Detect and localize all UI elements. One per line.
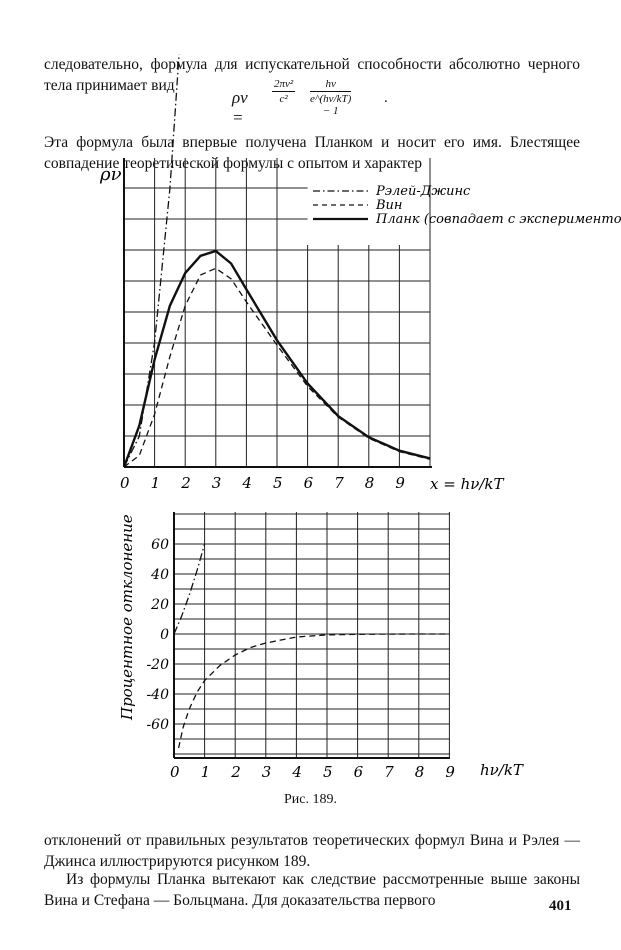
- chart2-ticks: 0 1 2 3 4 5 6 7 8 9 60 40 20 0 -20 -40 -60: [146, 537, 455, 781]
- legend-label-wien: Вин: [375, 198, 403, 213]
- chart1-x-tick-label: 7: [334, 474, 344, 492]
- chart2-y-label: Процентное отклонение: [118, 514, 136, 721]
- chart2-y-tick-label: -60: [146, 717, 169, 733]
- chart1-x-tick-label: 0: [120, 474, 130, 492]
- chart2-x-tick-label: 8: [415, 763, 425, 781]
- chart1-series-line-0: [123, 54, 180, 468]
- chart2-x-tick-label: 9: [445, 763, 455, 781]
- chart1-x-tick-label: 4: [241, 474, 252, 492]
- chart1-x-tick-label: 2: [180, 474, 191, 492]
- chart2-x-label: hν/kT: [480, 761, 524, 779]
- paragraph-deviations: отклонений от правильных результатов тео…: [44, 831, 580, 870]
- fraction-2-numerator: hν: [310, 78, 352, 92]
- chart2-x-tick-label: 7: [384, 763, 394, 781]
- chart2-y-tick-label: -20: [146, 657, 169, 673]
- chart1-x-tick-label: 5: [273, 474, 283, 492]
- chart2-x-tick-label: 6: [354, 763, 364, 781]
- formula-period: .: [384, 90, 388, 106]
- chart1-x-tick-label: 3: [212, 474, 222, 492]
- page-number: 401: [549, 898, 572, 914]
- fraction-1-numerator: 2πν²: [272, 78, 296, 92]
- chart1-x-tick-label: 9: [395, 474, 405, 492]
- chart1-x-tick-label: 6: [304, 474, 314, 492]
- chart2-x-tick-label: 0: [170, 763, 180, 781]
- figure-caption: Рис. 189.: [284, 792, 337, 807]
- chart-percent-deviation: 0 1 2 3 4 5 6 7 8 9 60 40 20 0 -20 -40 -60 Процентное от…: [118, 512, 524, 781]
- chart2-series-line-1: [177, 633, 450, 749]
- chart2-y-tick-label: 60: [151, 537, 169, 553]
- chart2-y-tick-label: 20: [150, 597, 169, 613]
- chart2-x-tick-label: 5: [323, 763, 333, 781]
- formula-lhs: ρν =: [232, 88, 248, 127]
- formula-fraction-2: hν e^(hν/kT) − 1: [310, 78, 352, 117]
- chart1-marks: [122, 54, 431, 468]
- chart1-series-line-2: [122, 249, 431, 468]
- chart2-grid: [173, 512, 450, 759]
- formula-fraction-1: 2πν² c²: [272, 78, 296, 105]
- chart2-y-tick-label: 0: [160, 627, 169, 643]
- chart2-y-tick-label: 40: [150, 567, 169, 583]
- chart1-x-label: x = hν/kT: [430, 475, 504, 493]
- chart2-x-tick-label: 4: [291, 763, 302, 781]
- chart2-x-tick-label: 1: [201, 763, 211, 781]
- fraction-1-denominator: c²: [279, 93, 288, 105]
- legend-label-planck: Планк (совпадает с экспериментом): [375, 212, 621, 227]
- chart-spectral-density: 0 1 2 3 4 5 6 7 8 9 ρν x = hν/kT Рэлей-Джинс Вин …: [99, 54, 621, 493]
- chart2-y-tick-label: -40: [146, 687, 169, 703]
- chart1-grid: [123, 158, 432, 468]
- legend-label-rayleigh: Рэлей-Джинс: [375, 184, 471, 199]
- chart1-ticks: 0 1 2 3 4 5 6 7 8 9: [120, 474, 405, 492]
- chart1-y-label: ρν: [99, 164, 122, 185]
- chart1-x-tick-label: 8: [365, 474, 375, 492]
- chart1-x-tick-label: 1: [151, 474, 161, 492]
- chart1-legend: Рэлей-Джинс Вин Планк (совпадает с экспе…: [313, 184, 621, 227]
- chart2-marks: [173, 543, 450, 749]
- fraction-2-denominator: e^(hν/kT) − 1: [310, 93, 352, 117]
- chart2-x-tick-label: 3: [262, 763, 272, 781]
- chart2-x-tick-label: 2: [230, 763, 241, 781]
- paragraph-planck: Эта формула была впервые получена Планко…: [44, 133, 580, 172]
- paragraph-consequences: Из формулы Планка вытекают как следствие…: [44, 870, 580, 909]
